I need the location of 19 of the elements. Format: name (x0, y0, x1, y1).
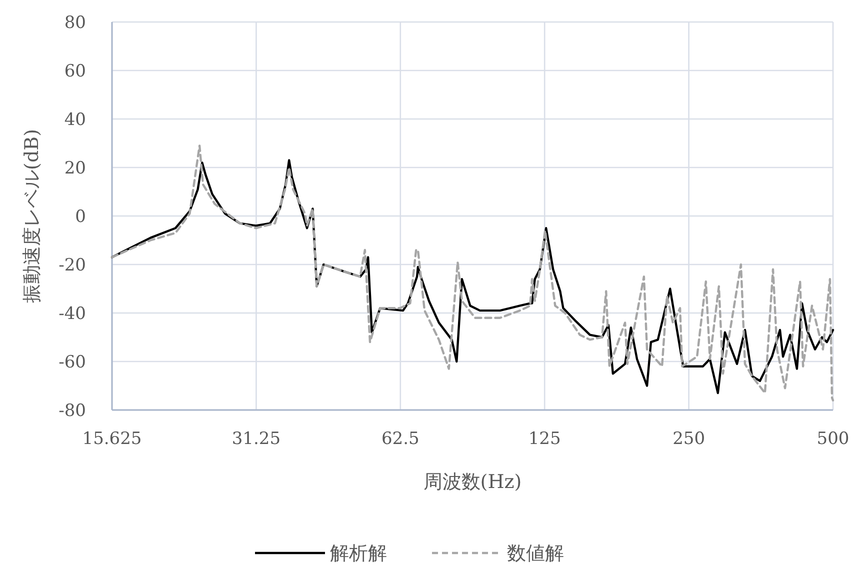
y-tick-label: 60 (64, 61, 86, 82)
y-axis-title: 振動速度レベル(dB) (21, 129, 43, 303)
y-tick-label: -20 (58, 255, 86, 276)
y-tick-label: 0 (75, 206, 86, 227)
x-tick-label: 125 (528, 429, 561, 449)
y-tick-label: -80 (58, 400, 86, 421)
x-axis-title: 周波数(Hz) (423, 471, 522, 493)
x-tick-label: 250 (672, 429, 706, 449)
legend-label: 数値解 (507, 542, 564, 565)
y-tick-label: -60 (58, 352, 86, 372)
y-tick-label: 40 (64, 110, 86, 130)
y-tick-label: 20 (64, 158, 86, 178)
x-tick-label: 15.625 (82, 429, 142, 449)
x-tick-label: 500 (816, 429, 850, 449)
legend-label: 解析解 (330, 542, 387, 565)
y-tick-label: -40 (58, 304, 86, 324)
y-tick-label: 80 (64, 12, 86, 33)
x-tick-label: 31.25 (232, 429, 281, 449)
x-tick-label: 62.5 (381, 429, 420, 449)
